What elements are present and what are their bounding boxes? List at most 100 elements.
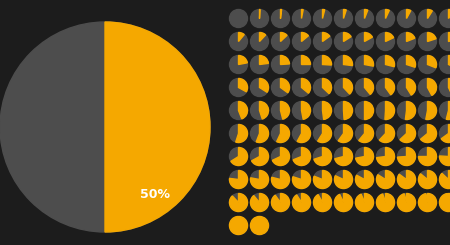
Circle shape: [292, 194, 310, 211]
Circle shape: [230, 194, 248, 211]
Wedge shape: [293, 147, 310, 166]
Wedge shape: [397, 147, 415, 166]
Wedge shape: [314, 194, 332, 211]
Circle shape: [418, 147, 436, 166]
Circle shape: [377, 78, 395, 97]
Circle shape: [418, 33, 436, 50]
Wedge shape: [356, 171, 373, 188]
Wedge shape: [364, 78, 373, 94]
Circle shape: [440, 171, 450, 188]
Circle shape: [271, 171, 289, 188]
Wedge shape: [280, 78, 289, 93]
Wedge shape: [428, 78, 436, 95]
Circle shape: [334, 101, 352, 120]
Circle shape: [334, 10, 352, 27]
Wedge shape: [314, 171, 332, 188]
Circle shape: [334, 147, 352, 166]
Wedge shape: [418, 194, 436, 211]
Circle shape: [356, 33, 373, 50]
Circle shape: [334, 78, 352, 97]
Circle shape: [397, 33, 415, 50]
Wedge shape: [236, 124, 248, 143]
Circle shape: [314, 124, 332, 143]
Wedge shape: [418, 147, 436, 166]
Wedge shape: [364, 101, 373, 120]
Circle shape: [397, 10, 415, 27]
Wedge shape: [377, 194, 395, 211]
Wedge shape: [440, 171, 450, 188]
Wedge shape: [260, 101, 269, 119]
Wedge shape: [323, 78, 332, 94]
Wedge shape: [260, 56, 269, 64]
Wedge shape: [323, 101, 332, 119]
Circle shape: [397, 147, 415, 166]
Wedge shape: [406, 78, 415, 95]
Wedge shape: [231, 147, 248, 166]
Wedge shape: [323, 56, 332, 65]
Circle shape: [334, 56, 352, 74]
Wedge shape: [280, 10, 282, 19]
Wedge shape: [230, 194, 248, 211]
Circle shape: [251, 124, 269, 143]
Wedge shape: [386, 56, 395, 67]
Circle shape: [271, 78, 289, 97]
Wedge shape: [302, 33, 308, 41]
Wedge shape: [271, 194, 289, 211]
Circle shape: [271, 147, 289, 166]
Circle shape: [314, 147, 332, 166]
Circle shape: [377, 33, 395, 50]
Circle shape: [440, 78, 450, 97]
Wedge shape: [440, 194, 450, 211]
Circle shape: [271, 56, 289, 74]
Circle shape: [0, 22, 210, 232]
Wedge shape: [449, 10, 450, 19]
Wedge shape: [418, 171, 436, 188]
Wedge shape: [343, 33, 351, 41]
Wedge shape: [356, 147, 373, 166]
Wedge shape: [449, 78, 450, 96]
Circle shape: [377, 147, 395, 166]
Circle shape: [377, 171, 395, 188]
Circle shape: [440, 10, 450, 27]
Text: 50%: 50%: [140, 188, 170, 201]
Wedge shape: [335, 147, 352, 166]
Wedge shape: [379, 124, 395, 143]
Circle shape: [230, 10, 248, 27]
Circle shape: [377, 124, 395, 143]
Circle shape: [334, 33, 352, 50]
Circle shape: [230, 101, 248, 120]
Circle shape: [418, 78, 436, 97]
Circle shape: [356, 171, 373, 188]
Wedge shape: [292, 194, 310, 211]
Circle shape: [397, 56, 415, 74]
Wedge shape: [364, 10, 368, 19]
Circle shape: [334, 124, 352, 143]
Wedge shape: [251, 171, 269, 188]
Circle shape: [292, 56, 310, 74]
Wedge shape: [406, 56, 415, 67]
Wedge shape: [386, 10, 389, 19]
Circle shape: [440, 124, 450, 143]
Circle shape: [377, 101, 395, 120]
Circle shape: [418, 171, 436, 188]
Wedge shape: [377, 171, 395, 188]
Circle shape: [292, 33, 310, 50]
Circle shape: [440, 194, 450, 211]
Circle shape: [334, 171, 352, 188]
Wedge shape: [238, 101, 248, 119]
Circle shape: [356, 10, 373, 27]
Wedge shape: [343, 56, 352, 66]
Circle shape: [251, 171, 269, 188]
Circle shape: [251, 217, 269, 234]
Circle shape: [292, 10, 310, 27]
Wedge shape: [343, 78, 352, 94]
Circle shape: [230, 33, 248, 50]
Circle shape: [230, 124, 248, 143]
Circle shape: [314, 101, 332, 120]
Wedge shape: [280, 101, 289, 119]
Wedge shape: [400, 124, 415, 143]
Wedge shape: [441, 124, 450, 143]
Circle shape: [271, 10, 289, 27]
Wedge shape: [406, 10, 411, 19]
Circle shape: [271, 124, 289, 143]
